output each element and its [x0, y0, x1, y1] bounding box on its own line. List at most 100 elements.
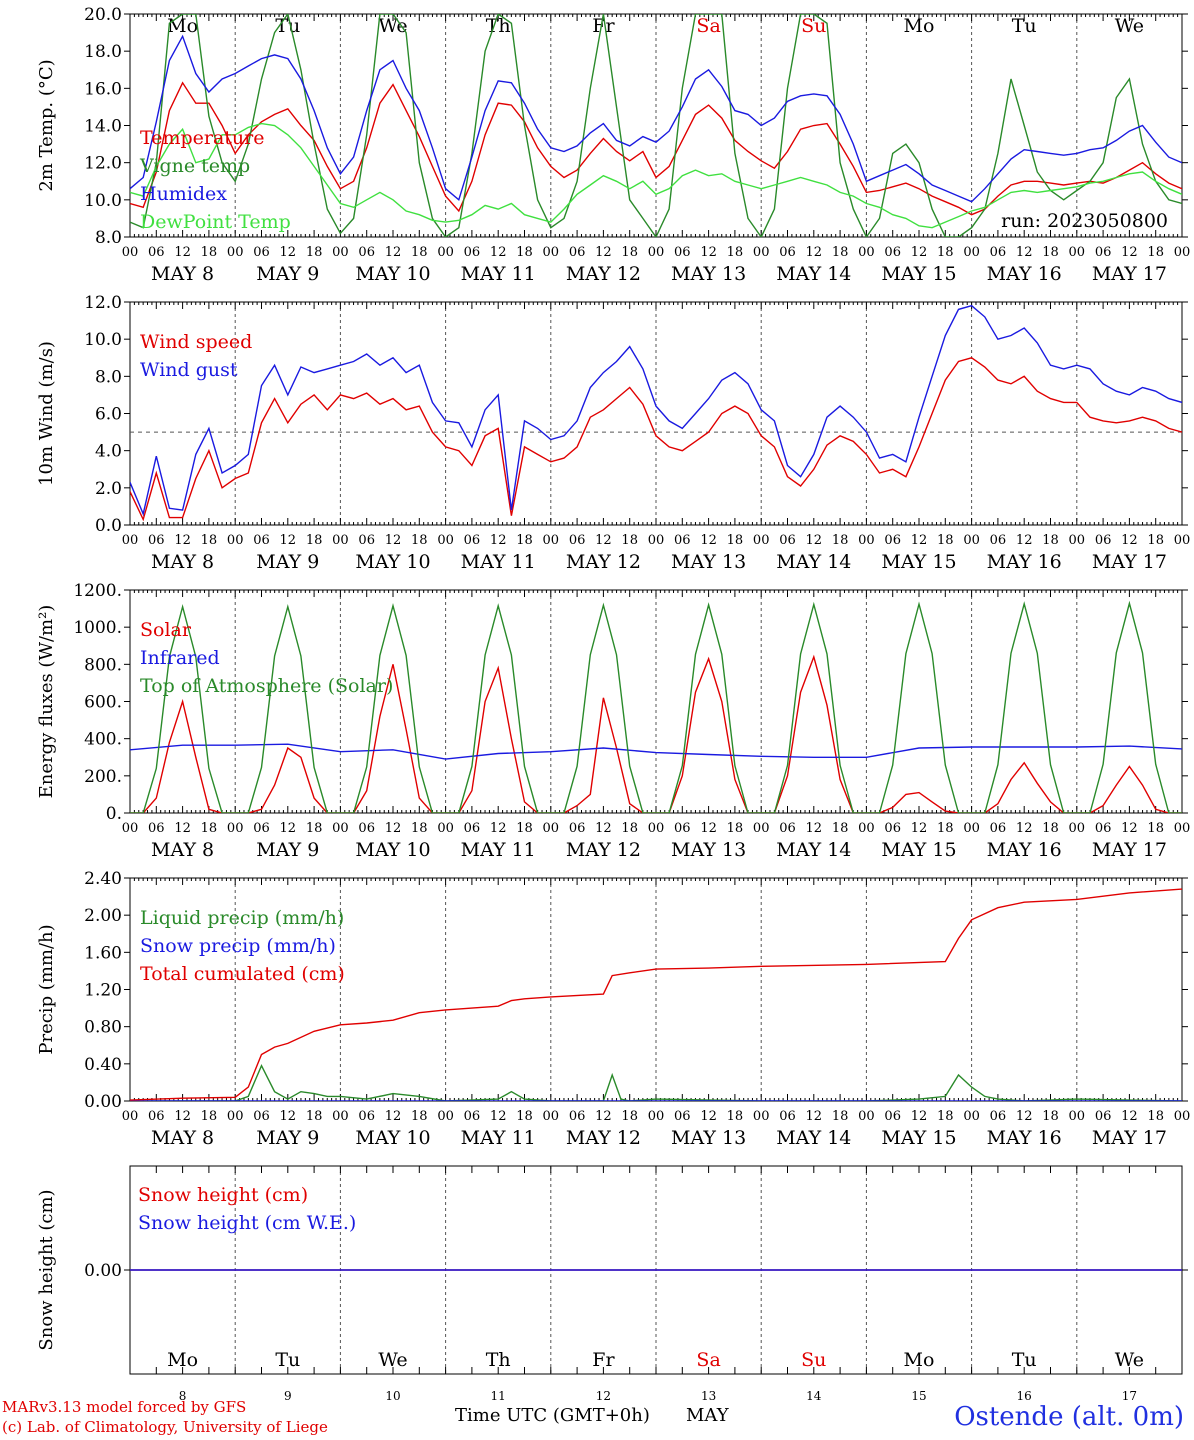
hour-tick-label: 00 [437, 1109, 454, 1124]
date-label: MAY 16 [987, 839, 1062, 861]
hour-tick-label: 06 [884, 533, 901, 548]
hour-tick-label: 06 [990, 533, 1007, 548]
y-tick-label: 6.0 [95, 405, 122, 425]
day-number-label: 15 [911, 1389, 926, 1403]
hour-tick-label: 06 [990, 1109, 1007, 1124]
hour-tick-label: 00 [1069, 821, 1086, 836]
hour-tick-label: 12 [595, 821, 612, 836]
hour-tick-label: 18 [727, 821, 744, 836]
hour-tick-label: 18 [411, 1109, 428, 1124]
hour-tick-label: 18 [1147, 533, 1164, 548]
hour-tick-label: 12 [911, 533, 928, 548]
y-tick-label: 8.0 [95, 228, 122, 248]
hour-tick-label: 06 [779, 1109, 796, 1124]
y-tick-label: 12.0 [84, 293, 122, 313]
hour-tick-label: 00 [122, 1109, 139, 1124]
y-tick-label: 8.0 [95, 367, 122, 387]
day-name-label: We [1115, 15, 1144, 37]
y-tick-label: 800. [84, 655, 122, 675]
hour-tick-label: 12 [595, 1109, 612, 1124]
hour-tick-label: 06 [779, 821, 796, 836]
legend-entry: Liquid precip (mm/h) [140, 907, 344, 929]
hour-tick-label: 06 [569, 245, 586, 260]
hour-tick-label: 00 [1069, 245, 1086, 260]
hour-tick-label: 12 [595, 533, 612, 548]
legend-entry: Infrared [140, 647, 220, 669]
hour-tick-label: 12 [700, 533, 717, 548]
hour-tick-label: 00 [858, 1109, 875, 1124]
hour-tick-label: 00 [437, 245, 454, 260]
hour-tick-label: 00 [648, 821, 665, 836]
hour-tick-label: 12 [1016, 1109, 1033, 1124]
date-label: MAY 10 [355, 1127, 430, 1149]
y-axis-label: Precip (mm/h) [36, 924, 57, 1054]
hour-tick-label: 00 [1174, 533, 1191, 548]
day-name-label: Mo [167, 1349, 198, 1371]
hour-tick-label: 06 [884, 821, 901, 836]
hour-tick-label: 00 [963, 245, 980, 260]
hour-tick-label: 18 [1147, 245, 1164, 260]
hour-tick-label: 00 [648, 245, 665, 260]
y-tick-label: 2.00 [84, 906, 122, 926]
day-name-label: Tu [275, 15, 300, 37]
hour-tick-label: 12 [1016, 245, 1033, 260]
date-label: MAY 11 [461, 551, 536, 573]
series-line [130, 1064, 1182, 1101]
hour-tick-label: 18 [411, 821, 428, 836]
hour-tick-label: 06 [253, 245, 270, 260]
legend-entry: Solar [140, 619, 192, 641]
date-label: MAY 15 [881, 263, 956, 285]
hour-tick-label: 18 [937, 1109, 954, 1124]
model-credit: MARv3.13 model forced by GFS [2, 1398, 247, 1416]
hour-tick-label: 06 [990, 821, 1007, 836]
date-label: MAY 10 [355, 839, 430, 861]
hour-tick-label: 06 [358, 1109, 375, 1124]
hour-tick-label: 00 [122, 821, 139, 836]
date-label: MAY 12 [566, 551, 641, 573]
hour-tick-label: 06 [569, 533, 586, 548]
date-label: MAY 8 [151, 839, 214, 861]
date-label: MAY 11 [461, 839, 536, 861]
date-label: MAY 15 [881, 551, 956, 573]
day-number-label: 13 [701, 1389, 716, 1403]
y-tick-label: 0.40 [84, 1055, 122, 1075]
date-label: MAY 11 [461, 263, 536, 285]
hour-tick-label: 12 [1016, 533, 1033, 548]
day-name-label: Mo [904, 1349, 935, 1371]
date-label: MAY 15 [881, 839, 956, 861]
series-line [130, 304, 1182, 517]
date-label: MAY 12 [566, 839, 641, 861]
hour-tick-label: 00 [1069, 533, 1086, 548]
hour-tick-label: 18 [201, 533, 218, 548]
series-line [130, 888, 1182, 1101]
hour-tick-label: 18 [937, 533, 954, 548]
day-name-label: Sa [696, 15, 720, 37]
date-label: MAY 10 [355, 551, 430, 573]
hour-tick-label: 12 [174, 533, 191, 548]
hour-tick-label: 12 [174, 245, 191, 260]
series-line [130, 654, 1182, 813]
y-tick-label: 2.40 [84, 869, 122, 889]
date-label: MAY 14 [776, 263, 851, 285]
date-label: MAY 17 [1092, 1127, 1167, 1149]
hour-tick-label: 18 [306, 1109, 323, 1124]
date-label: MAY 9 [256, 1127, 319, 1149]
hour-tick-label: 12 [1016, 821, 1033, 836]
hour-tick-label: 00 [543, 245, 560, 260]
hour-tick-label: 06 [674, 533, 691, 548]
hour-tick-label: 18 [306, 821, 323, 836]
hour-tick-label: 00 [753, 245, 770, 260]
hour-tick-label: 12 [1121, 533, 1138, 548]
lab-credit: (c) Lab. of Climatology, University of L… [2, 1418, 328, 1436]
hour-tick-label: 12 [385, 1109, 402, 1124]
hour-tick-label: 12 [490, 245, 507, 260]
date-label: MAY 13 [671, 1127, 746, 1149]
hour-tick-label: 00 [543, 1109, 560, 1124]
date-label: MAY 17 [1092, 551, 1167, 573]
hour-tick-label: 12 [806, 1109, 823, 1124]
hour-tick-label: 18 [201, 821, 218, 836]
hour-tick-label: 12 [174, 1109, 191, 1124]
hour-tick-label: 06 [1095, 533, 1112, 548]
day-name-label: Mo [904, 15, 935, 37]
hour-tick-label: 00 [332, 533, 349, 548]
